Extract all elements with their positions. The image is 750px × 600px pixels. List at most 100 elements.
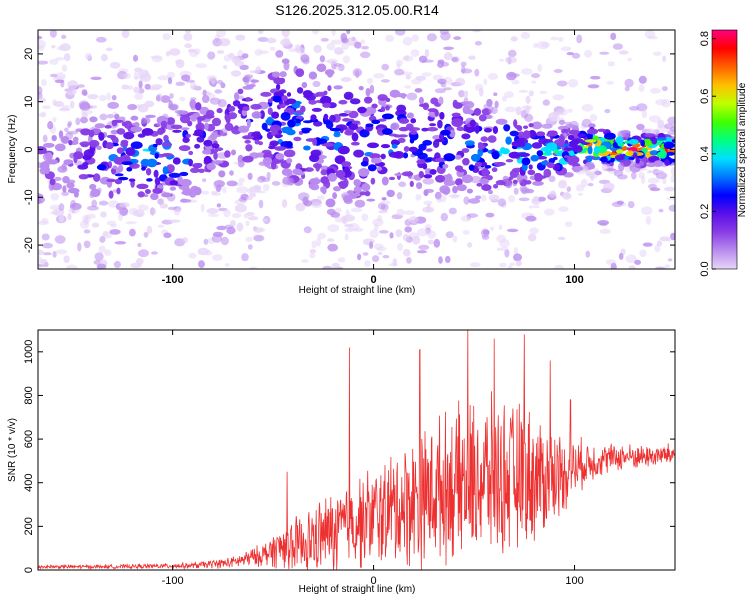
spectrogram-cell — [38, 146, 47, 155]
spectrogram-cell — [38, 86, 43, 95]
spectrogram-cell — [216, 225, 227, 231]
spectrogram-cell — [514, 125, 522, 130]
spectrogram-cell — [434, 88, 446, 94]
spectrogram-cell — [216, 30, 226, 38]
spectrogram-cell — [238, 177, 245, 184]
spectrogram-cell — [202, 89, 207, 97]
spectrogram-cell — [531, 121, 543, 130]
spectrogram-cell — [249, 266, 258, 269]
spectrogram-cell — [567, 108, 573, 113]
spectrogram-cell — [157, 198, 164, 205]
spectrogram-cell — [556, 80, 568, 87]
spectrogram-cell — [396, 63, 401, 69]
spectrogram-cell — [468, 126, 477, 132]
spectrogram-cell — [106, 92, 112, 101]
spectrogram-cell — [184, 43, 192, 48]
snr-frame — [37, 329, 676, 571]
spectrogram-cell — [41, 79, 47, 87]
spectrogram-cell — [664, 264, 671, 269]
spectrogram-cell — [527, 169, 536, 176]
spectrogram-cell — [287, 119, 296, 128]
spectrogram-cell — [577, 192, 584, 196]
spectrogram-cell — [437, 119, 443, 129]
spectrogram-cell — [223, 65, 228, 70]
spectrogram-cell — [246, 212, 255, 216]
spectrogram-cell — [513, 119, 518, 128]
spectrogram-cell — [409, 130, 418, 135]
spectrogram-cell — [257, 37, 269, 42]
spectrogram-cell — [317, 232, 326, 240]
spectrogram-cell — [341, 37, 349, 44]
spectrogram-cell — [507, 265, 513, 269]
spectrogram-cell — [369, 153, 381, 160]
spectrogram-cell — [106, 178, 116, 183]
spectrogram-cell — [565, 191, 570, 198]
spectrogram-cell — [354, 41, 362, 49]
spectrogram-cell — [369, 229, 379, 239]
spectrogram-cell — [219, 128, 228, 137]
spectrogram-cell — [211, 143, 220, 149]
spectrogram-cell — [402, 233, 410, 242]
spectrogram-cell — [228, 52, 235, 59]
spectrogram-cell — [230, 220, 236, 227]
spectrogram-cell — [51, 135, 57, 142]
spectrogram-cell — [114, 241, 127, 245]
spectrogram-cell — [114, 173, 124, 177]
spectrogram-cell — [259, 110, 265, 120]
spectrogram-cell — [188, 158, 193, 167]
spectrogram-cell — [146, 168, 152, 176]
spectrogram-cell — [557, 236, 566, 240]
spectrogram-cell — [558, 119, 566, 125]
spectrogram-cell — [152, 143, 158, 148]
spectrogram-cell — [566, 52, 574, 56]
spectrogram-cell — [187, 120, 193, 127]
spectrogram-cell — [485, 212, 495, 218]
x-tick-label: 100 — [565, 575, 583, 587]
spectrogram-cell — [231, 149, 236, 156]
spectrogram-cell — [467, 242, 473, 248]
spectrogram-cell — [224, 113, 229, 121]
spectrogram-cell — [627, 150, 634, 156]
spectrogram-cell — [438, 96, 444, 106]
spectrogram-cell — [327, 172, 337, 182]
spectrogram-cell — [604, 132, 616, 140]
spectrogram-cell — [631, 171, 637, 180]
x-tick-label: 0 — [371, 274, 377, 286]
spectrogram-cell — [435, 175, 446, 183]
spectrogram-cell — [638, 75, 647, 84]
spectrogram-cell — [161, 153, 174, 157]
spectrogram-cell — [667, 258, 673, 262]
spectrogram-cell — [476, 182, 483, 187]
spectrogram-cell — [613, 169, 624, 177]
spectrogram-cell — [581, 104, 594, 112]
spectrogram-cell — [42, 134, 48, 143]
spectrogram-cell — [202, 95, 210, 103]
spectrogram-cell — [360, 39, 366, 45]
spectrogram-cell — [125, 147, 136, 156]
spectrogram-cell — [385, 105, 390, 111]
spectrogram-cell — [114, 178, 123, 185]
y-tick-label: 400 — [23, 474, 35, 492]
spectrogram-cell — [338, 180, 348, 189]
spectrogram-cell — [236, 186, 249, 194]
spectrogram-cell — [654, 244, 661, 253]
spectrogram-cell — [624, 86, 630, 92]
spectrogram-cell — [48, 159, 58, 165]
spectrogram-cell — [120, 141, 129, 148]
spectrogram-cell — [174, 110, 185, 114]
spectrogram-cell — [550, 36, 559, 41]
spectrogram-cell — [301, 82, 308, 88]
spectrogram-cell — [638, 171, 645, 179]
spectrogram-cell — [224, 122, 234, 131]
spectrogram-cell — [381, 203, 389, 211]
spectrogram-cell — [377, 251, 383, 256]
spectrogram-cell — [451, 57, 459, 62]
spectrogram-cell — [381, 176, 389, 186]
spectrogram-cell — [615, 136, 624, 145]
spectrogram-cell — [512, 179, 518, 184]
spectrogram-cell — [509, 262, 516, 266]
y-tick-label: 600 — [23, 430, 35, 448]
spectrogram-cell — [188, 252, 197, 259]
spectrogram-cell — [651, 137, 658, 145]
spectrogram-cell — [501, 247, 508, 251]
